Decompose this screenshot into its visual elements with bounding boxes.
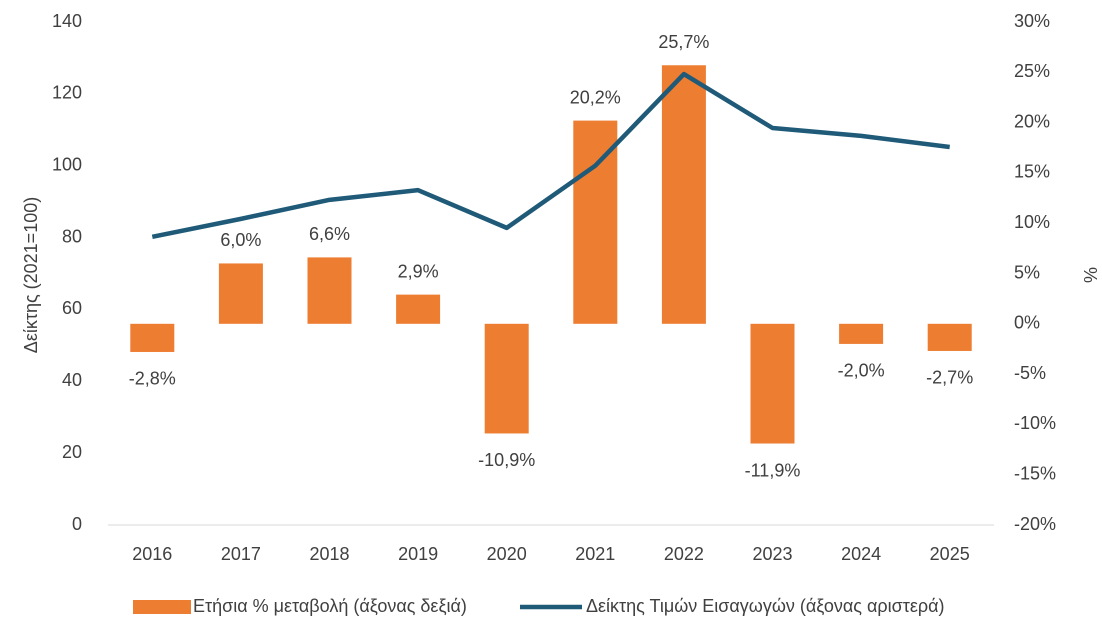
x-tick-label: 2024 — [841, 544, 881, 564]
y2-tick-label: 25% — [1014, 61, 1050, 81]
bar — [130, 323, 175, 352]
y2-tick-label: -15% — [1014, 463, 1056, 483]
y-axis-label: Δείκτης (2021=100) — [21, 197, 41, 353]
y-tick-label: 60 — [62, 298, 82, 318]
x-tick-label: 2022 — [664, 544, 704, 564]
legend-swatch — [133, 600, 191, 614]
bar — [307, 257, 352, 324]
data-label: 2,9% — [398, 261, 439, 281]
y-tick-label: 40 — [62, 370, 82, 390]
bar — [927, 323, 972, 351]
bar — [484, 323, 529, 434]
x-tick-label: 2016 — [132, 544, 172, 564]
x-tick-label: 2017 — [221, 544, 261, 564]
x-tick-label: 2021 — [575, 544, 615, 564]
y2-tick-label: -20% — [1014, 514, 1056, 534]
x-tick-label: 2019 — [398, 544, 438, 564]
data-label: -2,8% — [129, 369, 176, 389]
x-tick-label: 2020 — [487, 544, 527, 564]
y-tick-label: 120 — [52, 83, 82, 103]
x-tick-label: 2018 — [309, 544, 349, 564]
y2-tick-label: 20% — [1014, 111, 1050, 131]
y2-tick-label: 15% — [1014, 162, 1050, 182]
bar — [839, 323, 884, 344]
bar — [218, 263, 263, 324]
y2-tick-label: 5% — [1014, 262, 1040, 282]
y-tick-label: 140 — [52, 11, 82, 31]
y2-tick-label: 10% — [1014, 212, 1050, 232]
data-label: -2,0% — [838, 361, 885, 381]
data-label: 6,6% — [309, 224, 350, 244]
data-label: 20,2% — [570, 87, 621, 107]
line — [151, 71, 950, 240]
legend-label: Δείκτης Τιμών Εισαγωγών (άξονας αριστερά… — [586, 596, 945, 616]
y-tick-label: 0 — [72, 514, 82, 534]
legend-label: Ετήσια % μεταβολή (άξονας δεξιά) — [193, 596, 467, 616]
data-label: -2,7% — [926, 368, 973, 388]
y2-tick-label: -5% — [1014, 363, 1046, 383]
bar — [573, 120, 618, 324]
y2-tick-label: 0% — [1014, 313, 1040, 333]
bar — [661, 65, 706, 324]
x-tick-label: 2023 — [752, 544, 792, 564]
y2-tick-label: -10% — [1014, 413, 1056, 433]
data-label: -10,9% — [478, 450, 535, 470]
x-tick-label: 2025 — [930, 544, 970, 564]
y-tick-label: 20 — [62, 442, 82, 462]
data-label: 25,7% — [658, 32, 709, 52]
data-label: -11,9% — [745, 460, 801, 480]
y2-axis-label: % — [1081, 267, 1101, 283]
y-tick-label: 100 — [52, 154, 82, 174]
bar — [750, 323, 795, 444]
y-tick-label: 80 — [62, 226, 82, 246]
bar — [396, 294, 441, 324]
data-label: 6,0% — [220, 230, 261, 250]
y2-tick-label: 30% — [1014, 11, 1050, 31]
